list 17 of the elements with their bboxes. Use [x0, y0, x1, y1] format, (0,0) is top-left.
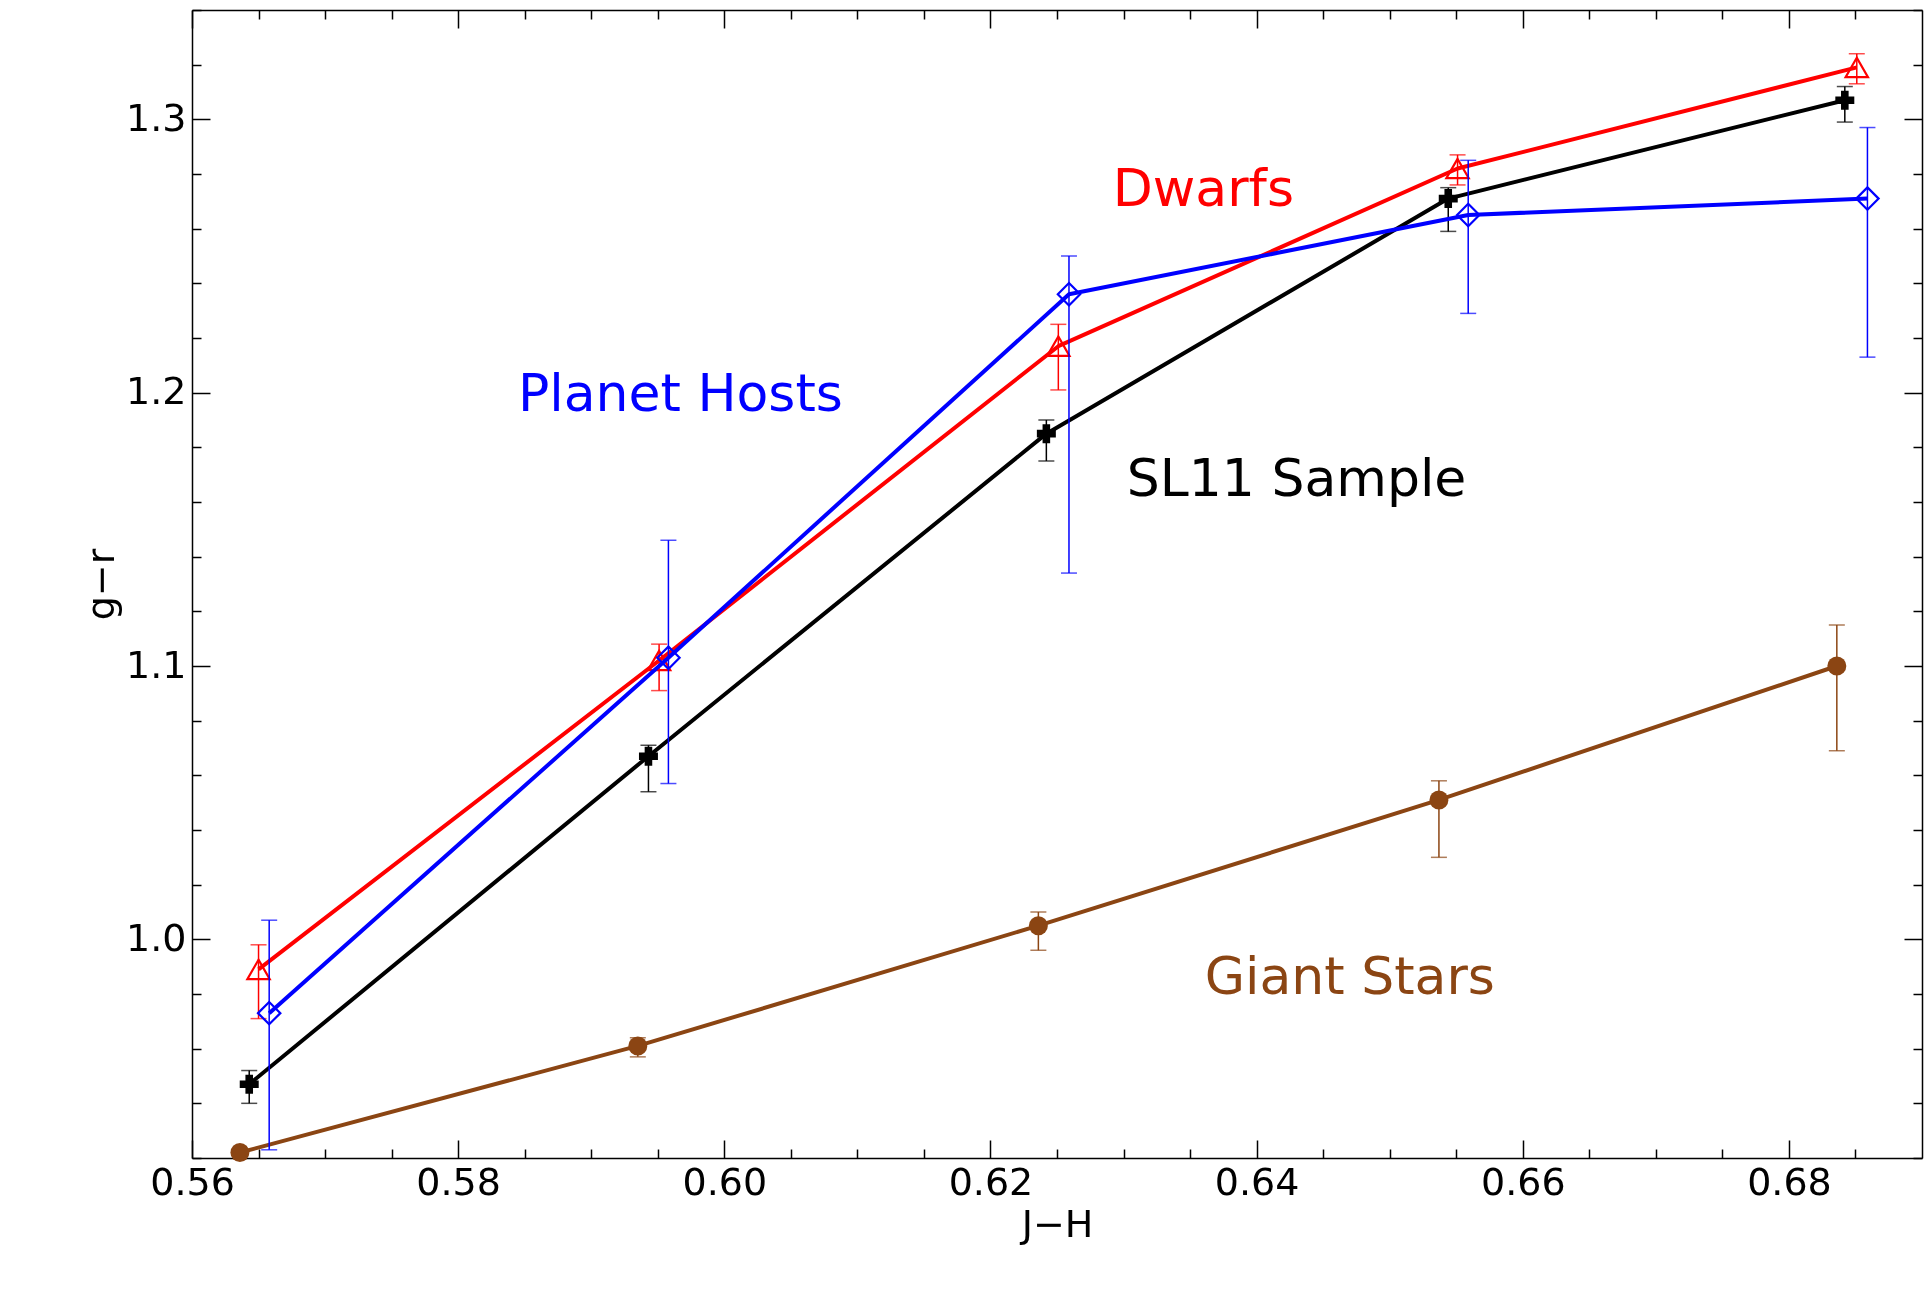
series-label: Dwarfs	[1112, 158, 1294, 219]
series-label: Planet Hosts	[517, 363, 843, 424]
x-tick-label: 0.56	[150, 1159, 235, 1204]
x-tick-label: 0.62	[948, 1159, 1034, 1204]
y-tick-label: 1.1	[126, 642, 187, 687]
y-tick-label: 1.2	[126, 369, 187, 414]
series-label: Giant Stars	[1204, 945, 1495, 1006]
x-axis-title: J−H	[1019, 1201, 1094, 1246]
y-tick-label: 1.3	[126, 95, 187, 140]
x-tick-label: 0.68	[1747, 1159, 1832, 1204]
series-label: SL11 Sample	[1126, 448, 1467, 509]
x-tick-label: 0.66	[1480, 1159, 1566, 1204]
y-axis-title: g−r	[79, 548, 124, 621]
x-tick-label: 0.58	[416, 1159, 501, 1204]
x-tick-label: 0.60	[682, 1159, 768, 1204]
x-tick-label: 0.64	[1214, 1159, 1300, 1204]
y-tick-label: 1.0	[126, 915, 187, 960]
